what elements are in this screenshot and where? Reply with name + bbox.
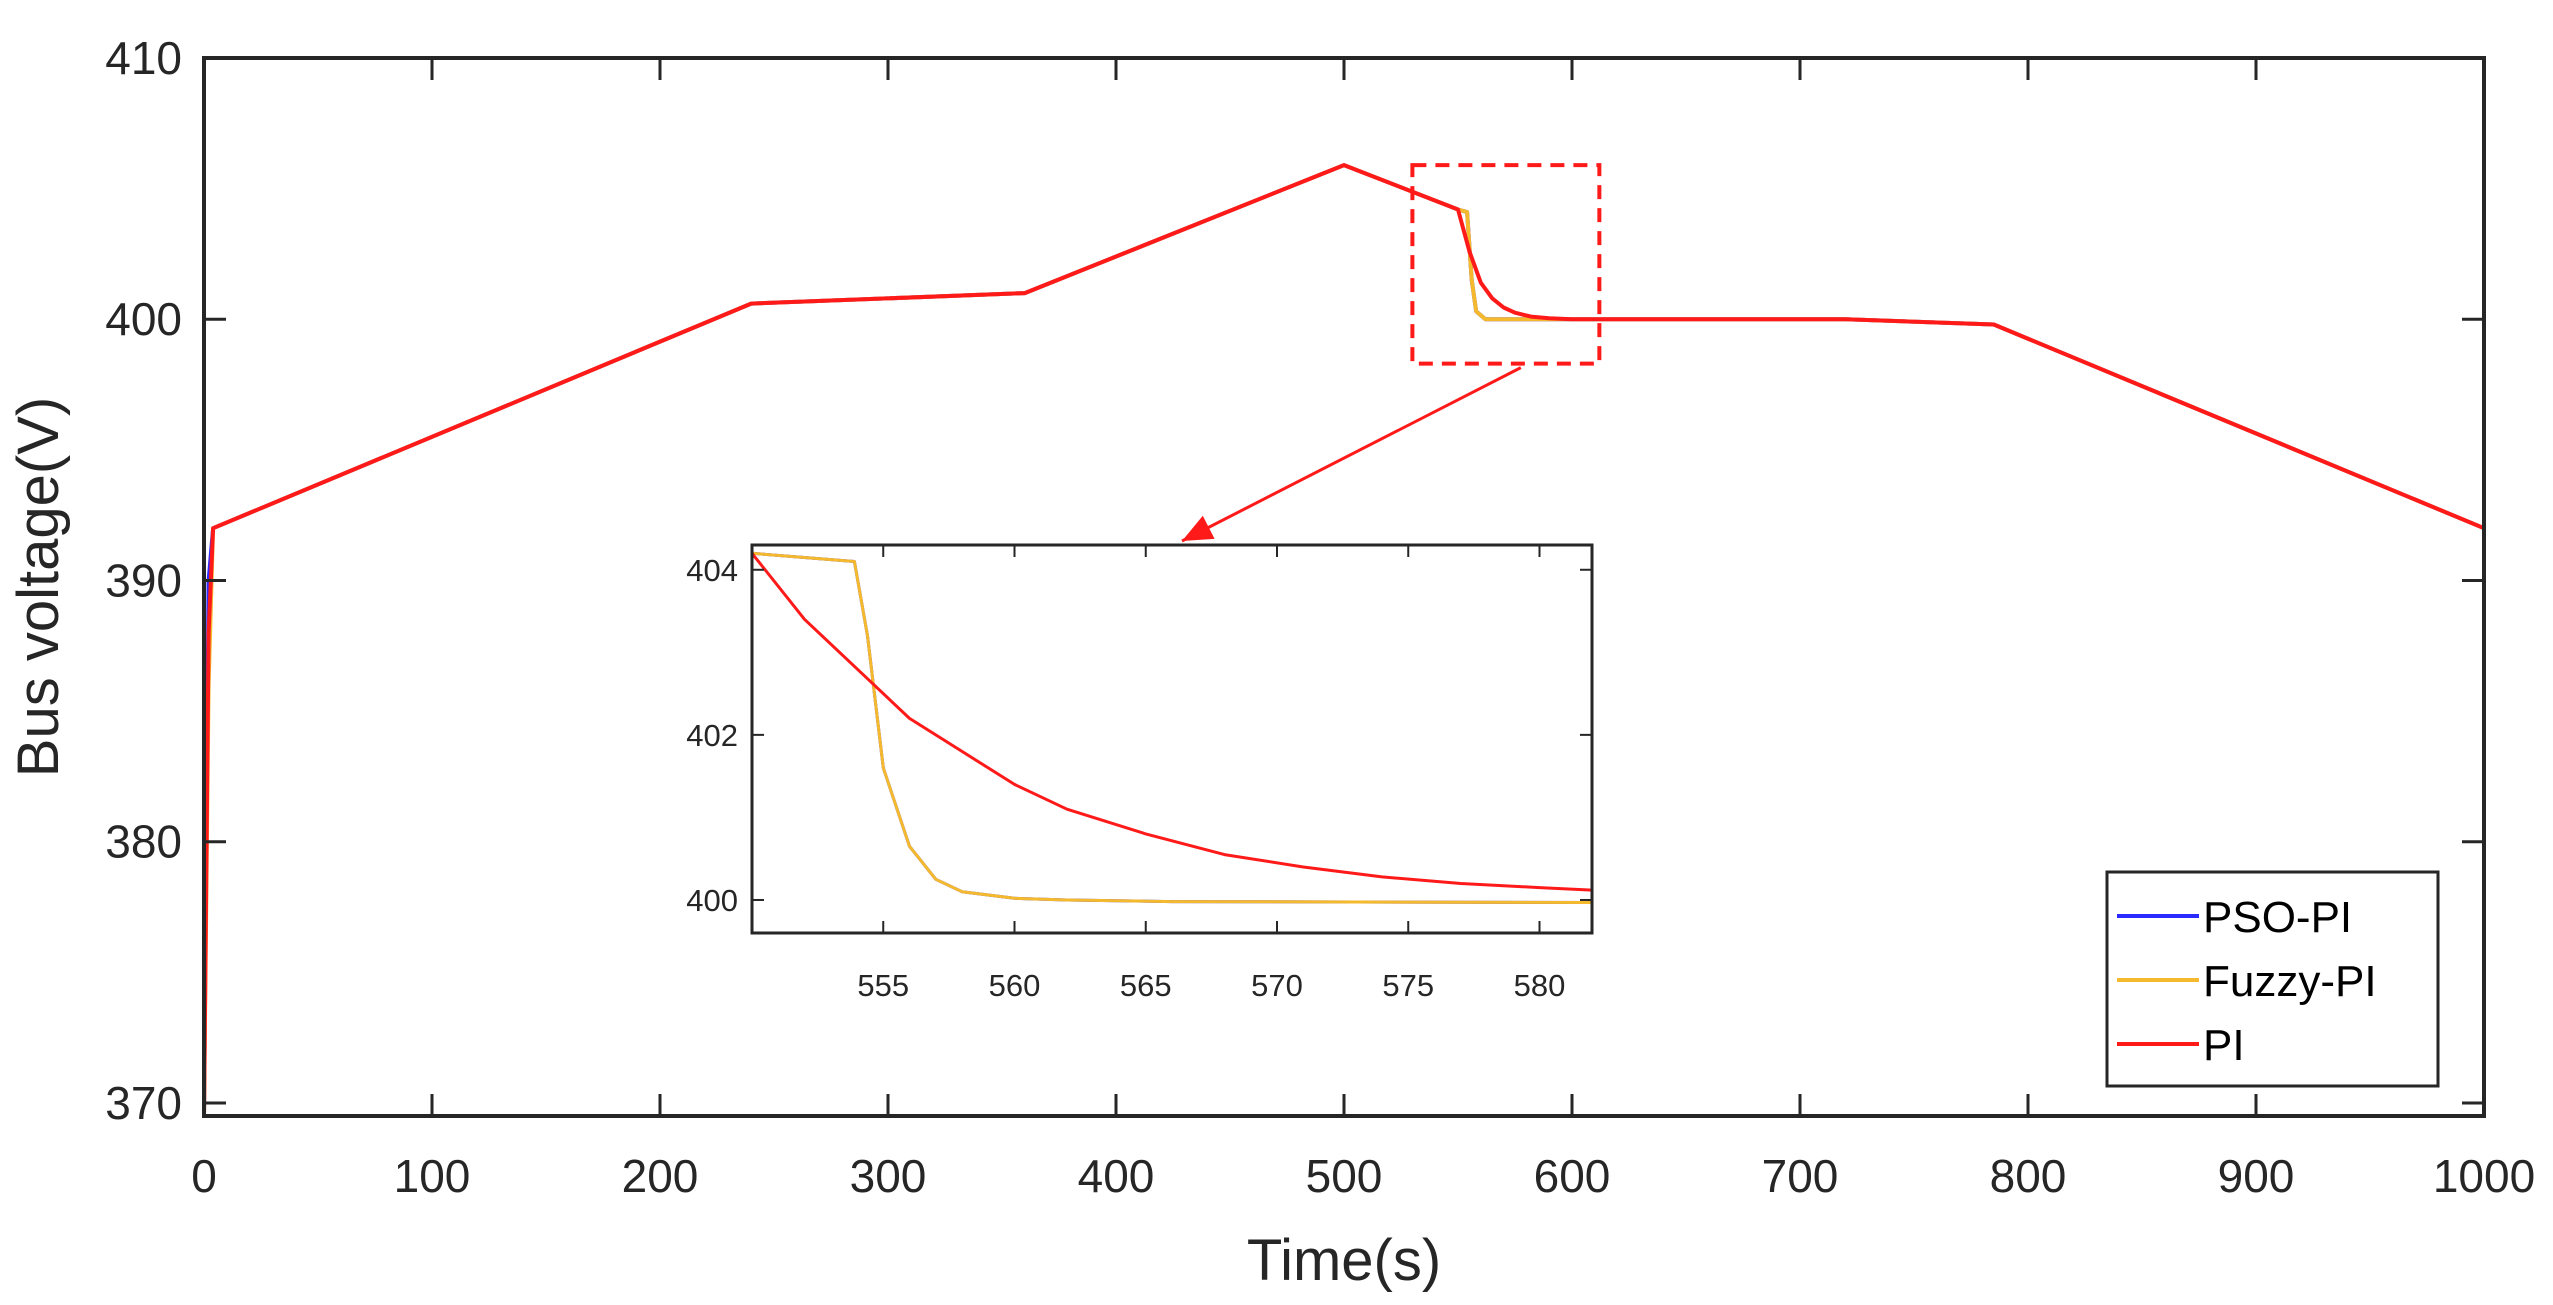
zoom-indicator-group (1181, 163, 1602, 543)
zoom-arrow-head (1182, 515, 1215, 541)
inset-x-tick-label: 555 (857, 968, 909, 1003)
legend-label-pi: PI (2203, 1021, 2245, 1070)
inset-x-tick-label: 570 (1251, 968, 1303, 1003)
legend-label-fuzzy-pi: Fuzzy-PI (2203, 957, 2377, 1006)
x-tick-label: 500 (1306, 1150, 1383, 1202)
inset-axes-group: 555 560 565 570 575 580 400 402 404 (686, 543, 1594, 1003)
x-tick-label: 900 (2218, 1150, 2295, 1202)
inset-y-tick-label: 402 (686, 718, 738, 753)
inset-x-tick-label: 580 (1514, 968, 1566, 1003)
inset-x-tick-label: 575 (1382, 968, 1434, 1003)
x-tick-label: 700 (1762, 1150, 1839, 1202)
zoom-box (1410, 163, 1602, 366)
y-tick-label: 400 (105, 293, 182, 345)
inset-y-tick-label: 400 (686, 883, 738, 918)
inset-y-tick-label: 404 (686, 553, 738, 588)
y-tick-label: 410 (105, 32, 182, 84)
x-tick-label: 400 (1078, 1150, 1155, 1202)
main-ticks-group: 0 100 200 300 400 500 600 700 800 900 1000 370 380 39… (105, 32, 2535, 1202)
y-tick-label: 380 (105, 816, 182, 868)
inset-series-line-pi (752, 552, 1592, 892)
legend-label-pso-pi: PSO-PI (2203, 893, 2352, 942)
x-tick-label: 1000 (2433, 1150, 2535, 1202)
y-tick-label: 370 (105, 1077, 182, 1129)
zoom-arrow-line (1181, 366, 1522, 543)
x-tick-label: 0 (191, 1150, 217, 1202)
x-tick-label: 600 (1534, 1150, 1611, 1202)
inset-x-tick-label: 560 (989, 968, 1041, 1003)
x-tick-label: 300 (850, 1150, 927, 1202)
inset-axes-box (750, 543, 1594, 935)
x-tick-label: 200 (622, 1150, 699, 1202)
series-line-pi (202, 163, 2485, 1117)
inset-background (752, 545, 1592, 933)
x-tick-label: 800 (1990, 1150, 2067, 1202)
inset-series-group (752, 551, 1592, 904)
legend: PSO-PI Fuzzy-PI PI (2105, 870, 2440, 1088)
inset-series-line-fuzzy-pi (752, 551, 1592, 904)
y-tick-label: 390 (105, 554, 182, 606)
y-axis-label: Bus voltage(V) (6, 397, 71, 777)
inset-x-tick-label: 565 (1120, 968, 1172, 1003)
main-series-group (202, 163, 2485, 1117)
x-axis-label: Time(s) (1247, 1228, 1441, 1293)
x-tick-label: 100 (394, 1150, 471, 1202)
